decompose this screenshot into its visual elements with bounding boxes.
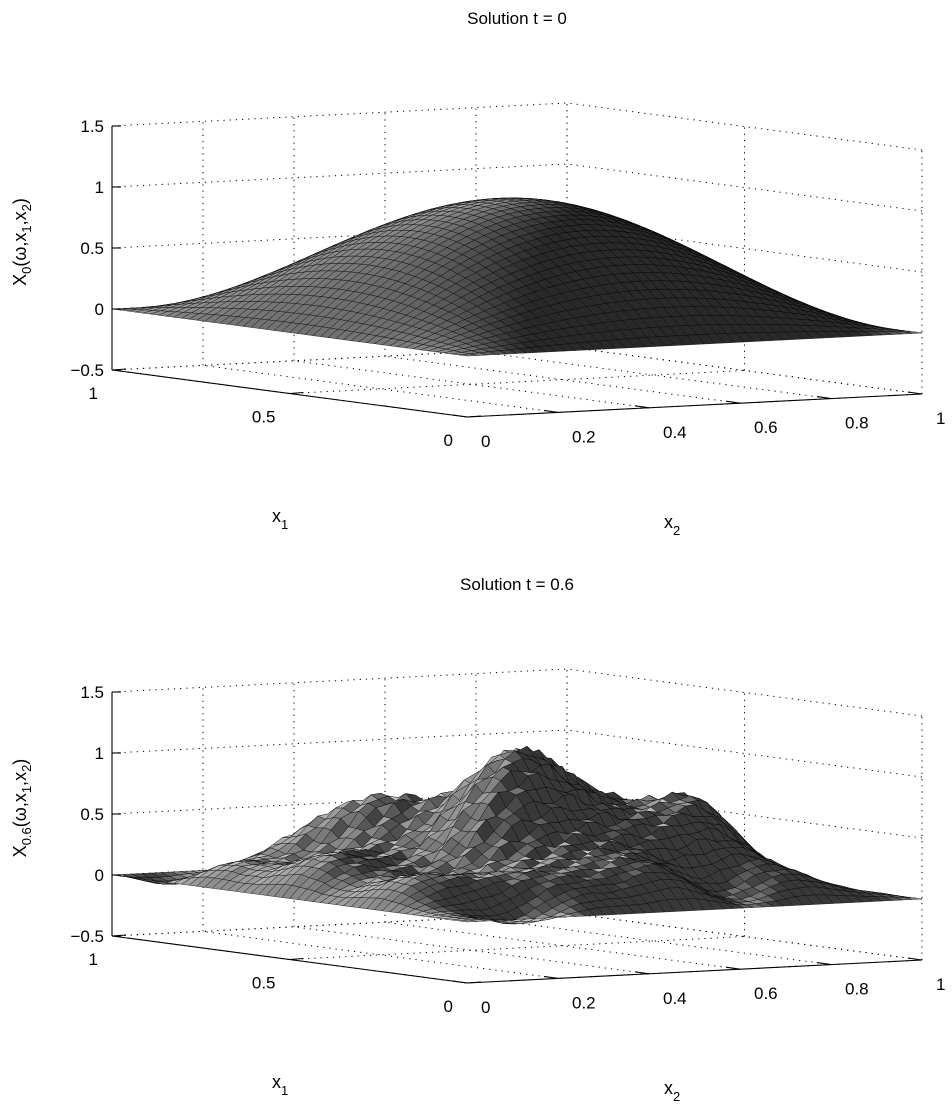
grid-line [475,351,832,400]
surface-patch [459,353,477,357]
grid-line [111,163,568,188]
x2-axis-label: x2 [664,1078,680,1104]
x1-tick-label: 0 [444,997,453,1016]
x2-tick-label: 0 [481,432,490,451]
x2-tick-mark [907,391,923,395]
grid-line [566,790,923,839]
x2-tick-mark [725,400,741,404]
x1-tick-label: 1 [89,384,98,403]
x2-axis-line [466,393,923,418]
grid-line [475,917,832,966]
z-tick-label: 1 [95,178,104,197]
axes [111,125,923,418]
z-tick-label: 0.5 [80,239,104,258]
x1-tick-mark [111,368,127,371]
z-tick-label: 0.5 [80,805,104,824]
x2-tick-mark [816,396,832,400]
grid-line [289,370,745,394]
x2-tick-mark [634,405,650,409]
z-tick-label: 1.5 [80,683,104,702]
x1-tick-labels: 00.51 [89,384,453,450]
grid-line [293,926,650,975]
z-tick-label: 0 [95,300,104,319]
x2-tick-label: 0 [481,998,490,1017]
x2-tick-label: 0.2 [572,427,596,446]
x2-tick-label: 0.8 [845,414,869,433]
z-axis-label: X0(ω,x1,x2) [10,198,34,286]
x2-tick-label: 0.4 [663,989,687,1008]
x2-tick-labels: 0 0.2 0.4 0.6 0.8 1 [481,409,945,451]
x2-tick-label: 1 [936,975,945,994]
grid-line [111,102,568,127]
grid-line [202,930,559,979]
z-tick-label: −0.5 [70,361,104,380]
x1-tick-labels: 00.51 [89,950,453,1016]
grid-line [566,912,923,961]
z-tick-labels: −0.5 0 0.5 1 1.5 [70,683,104,946]
x2-tick-label: 0.8 [845,980,869,999]
x2-tick-label: 0.4 [663,423,687,442]
grid-line [566,102,923,151]
x1-tick-label: 0 [444,431,453,450]
z-tick-label: 1.5 [80,117,104,136]
panel-t0: Solution t = 0 −0.500.511.5 00.51 0 0.2 0.… [10,9,945,538]
grid-line [566,346,923,395]
x1-tick-label: 0.5 [252,974,276,993]
grid-line [566,729,923,778]
x1-tick-mark [289,957,304,961]
z-axis-label: X0.6(ω,x1,x2) [10,759,34,858]
grid-line [111,668,568,693]
x1-tick-mark [111,934,127,937]
surface-plot [111,197,923,357]
x2-tick-mark [725,966,741,970]
x1-tick-mark [289,391,304,395]
x2-tick-mark [543,409,559,413]
chart-title: Solution t = 0 [467,9,567,28]
x1-tick-mark [466,415,482,418]
x2-axis-label: x2 [664,512,680,538]
x2-tick-mark [907,957,923,961]
grid-line [566,163,923,212]
x2-tick-mark [634,971,650,975]
grid-line [289,936,745,960]
grid-line [202,364,559,413]
chart-title: Solution t = 0.6 [460,575,574,594]
x2-tick-labels: 0 0.2 0.4 0.6 0.8 1 [481,975,945,1017]
z-tick-label: 0 [95,866,104,885]
x2-tick-mark [452,980,468,984]
x1-axis-label: x1 [272,506,288,532]
x1-tick-label: 1 [89,950,98,969]
x2-tick-mark [816,962,832,966]
z-tick-label: −0.5 [70,927,104,946]
grid-line [566,668,923,717]
z-tick-label: 1 [95,744,104,763]
grid-line [293,360,650,409]
x2-tick-mark [543,975,559,979]
x1-axis-label: x1 [272,1072,288,1098]
x2-tick-label: 0.6 [754,984,778,1003]
x2-tick-label: 1 [936,409,945,428]
x2-tick-label: 0.6 [754,418,778,437]
grid-line [384,921,741,970]
panel-t06: Solution t = 0.6 −0.500.511.5 00.51 0 0.2… [10,575,945,1104]
x2-tick-mark [452,414,468,418]
grid-line [111,729,568,754]
x2-tick-label: 0.2 [572,993,596,1012]
grid-line [384,355,741,404]
z-tick-labels: −0.5 0 0.5 1 1.5 [70,117,104,380]
x1-tick-label: 0.5 [252,408,276,427]
surface-plot [111,745,923,925]
